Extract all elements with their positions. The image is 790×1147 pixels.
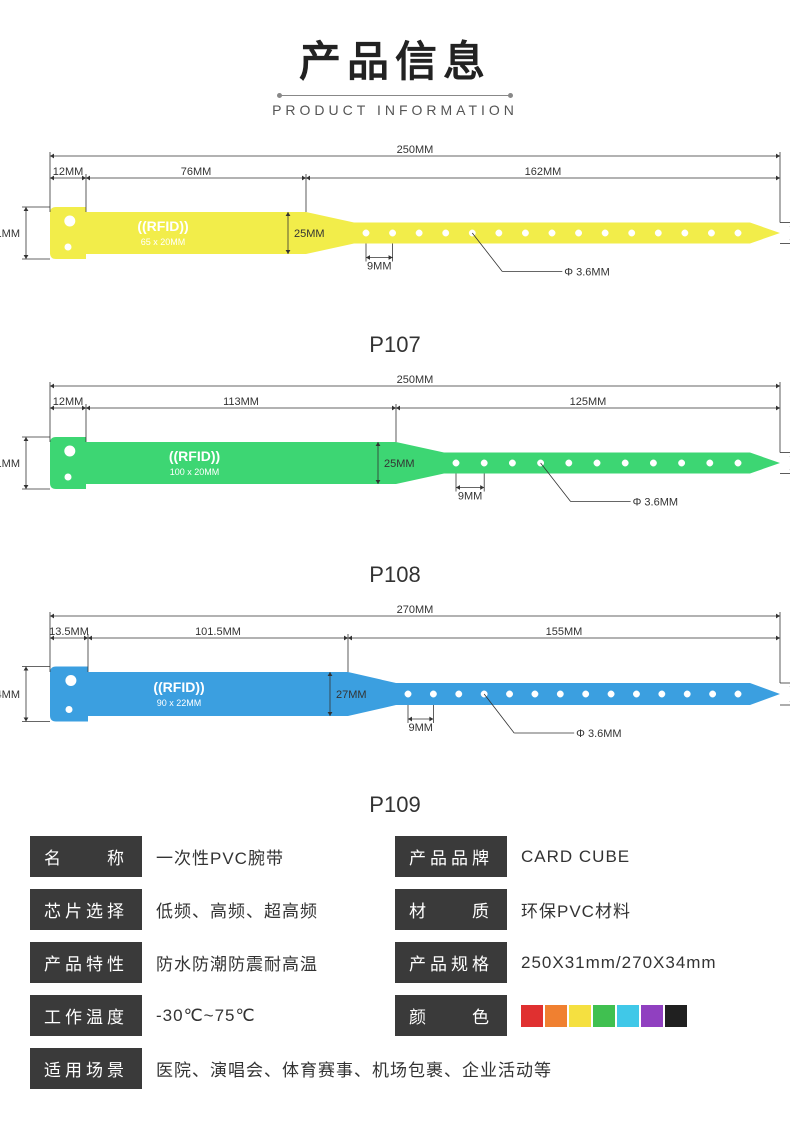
spec-label: 产品特性 — [30, 942, 142, 983]
svg-text:162MM: 162MM — [525, 166, 562, 178]
svg-text:31MM: 31MM — [0, 228, 20, 240]
svg-text:65 x 20MM: 65 x 20MM — [141, 237, 186, 247]
svg-text:12MM: 12MM — [53, 396, 84, 408]
svg-text:12MM: 12MM — [53, 166, 84, 178]
svg-text:101.5MM: 101.5MM — [195, 626, 241, 638]
spec-label: 产品规格 — [395, 942, 507, 983]
spec-value: -30℃~75℃ — [142, 1006, 395, 1026]
spec-label: 材 质 — [395, 889, 507, 930]
color-swatch — [617, 1005, 639, 1027]
svg-text:100 x 20MM: 100 x 20MM — [170, 467, 220, 477]
spec-value: CARD CUBE — [507, 847, 760, 867]
spec-table: 名 称 一次性PVC腕带 产品品牌 CARD CUBE 芯片选择 低频、高频、超… — [0, 824, 790, 1131]
wristband-diagram-P108: ((RFID)) 100 x 20MM 250MM 12MM 113MM 125… — [0, 370, 790, 580]
svg-text:76MM: 76MM — [181, 166, 212, 178]
spec-row: 产品特性 防水防潮防震耐高温 产品规格 250X31mm/270X34mm — [30, 942, 760, 983]
color-swatch — [665, 1005, 687, 1027]
svg-text:34MM: 34MM — [0, 689, 20, 701]
color-swatch — [569, 1005, 591, 1027]
svg-text:25MM: 25MM — [384, 458, 415, 470]
svg-text:31MM: 31MM — [0, 458, 20, 470]
spec-value: 低频、高频、超高频 — [142, 897, 395, 922]
svg-text:25MM: 25MM — [294, 228, 325, 240]
svg-text:250MM: 250MM — [397, 374, 434, 386]
page-subtitle: PRODUCT INFORMATION — [0, 102, 790, 118]
spec-row: 名 称 一次性PVC腕带 产品品牌 CARD CUBE — [30, 836, 760, 877]
spec-label: 芯片选择 — [30, 889, 142, 930]
svg-text:Φ 3.6MM: Φ 3.6MM — [564, 267, 609, 279]
svg-text:125MM: 125MM — [570, 396, 607, 408]
spec-label: 适用场景 — [30, 1048, 142, 1089]
svg-text:250MM: 250MM — [397, 144, 434, 156]
svg-text:9MM: 9MM — [367, 261, 391, 273]
spec-row: 适用场景 医院、演唱会、体育赛事、机场包裹、企业活动等 — [30, 1048, 760, 1089]
spec-row: 芯片选择 低频、高频、超高频 材 质 环保PVC材料 — [30, 889, 760, 930]
color-swatch — [545, 1005, 567, 1027]
spec-label: 产品品牌 — [395, 836, 507, 877]
spec-label: 名 称 — [30, 836, 142, 877]
color-swatch — [593, 1005, 615, 1027]
wristband-diagram-P109: ((RFID)) 90 x 22MM 270MM 13.5MM 101.5MM … — [0, 600, 790, 810]
spec-value: 医院、演唱会、体育赛事、机场包裹、企业活动等 — [142, 1056, 760, 1081]
diagrams-container: ((RFID)) 65 x 20MM 250MM 12MM 76MM 162MM… — [0, 140, 790, 818]
svg-text:155MM: 155MM — [546, 626, 583, 638]
color-swatch — [641, 1005, 663, 1027]
spec-label: 颜 色 — [395, 995, 507, 1036]
svg-text:((RFID)): ((RFID)) — [137, 218, 188, 234]
color-swatches — [507, 1005, 687, 1027]
spec-value: 防水防潮防震耐高温 — [142, 950, 395, 975]
svg-text:((RFID)): ((RFID)) — [169, 448, 220, 464]
svg-text:270MM: 270MM — [397, 604, 434, 616]
page-title: 产品信息 — [0, 28, 790, 89]
svg-text:113MM: 113MM — [223, 396, 259, 408]
svg-text:Φ 3.6MM: Φ 3.6MM — [633, 497, 678, 509]
svg-text:9MM: 9MM — [408, 722, 432, 734]
svg-text:9MM: 9MM — [458, 491, 482, 503]
divider — [280, 95, 510, 96]
diagram-svg: ((RFID)) 65 x 20MM 250MM 12MM 76MM 162MM… — [0, 140, 790, 330]
svg-text:Φ 3.6MM: Φ 3.6MM — [576, 728, 621, 740]
spec-value: 环保PVC材料 — [507, 897, 760, 922]
diagram-svg: ((RFID)) 100 x 20MM 250MM 12MM 113MM 125… — [0, 370, 790, 560]
spec-row: 工作温度 -30℃~75℃ 颜 色 — [30, 995, 760, 1036]
spec-value: 一次性PVC腕带 — [142, 844, 395, 869]
wristband-diagram-P107: ((RFID)) 65 x 20MM 250MM 12MM 76MM 162MM… — [0, 140, 790, 350]
svg-text:13.5MM: 13.5MM — [49, 626, 89, 638]
page-header: 产品信息 PRODUCT INFORMATION — [0, 0, 790, 128]
svg-text:((RFID)): ((RFID)) — [153, 679, 204, 695]
diagram-svg: ((RFID)) 90 x 22MM 270MM 13.5MM 101.5MM … — [0, 600, 790, 790]
color-swatch — [521, 1005, 543, 1027]
spec-label: 工作温度 — [30, 995, 142, 1036]
spec-value: 250X31mm/270X34mm — [507, 953, 760, 973]
svg-text:27MM: 27MM — [336, 689, 367, 701]
svg-text:90 x 22MM: 90 x 22MM — [157, 698, 202, 708]
